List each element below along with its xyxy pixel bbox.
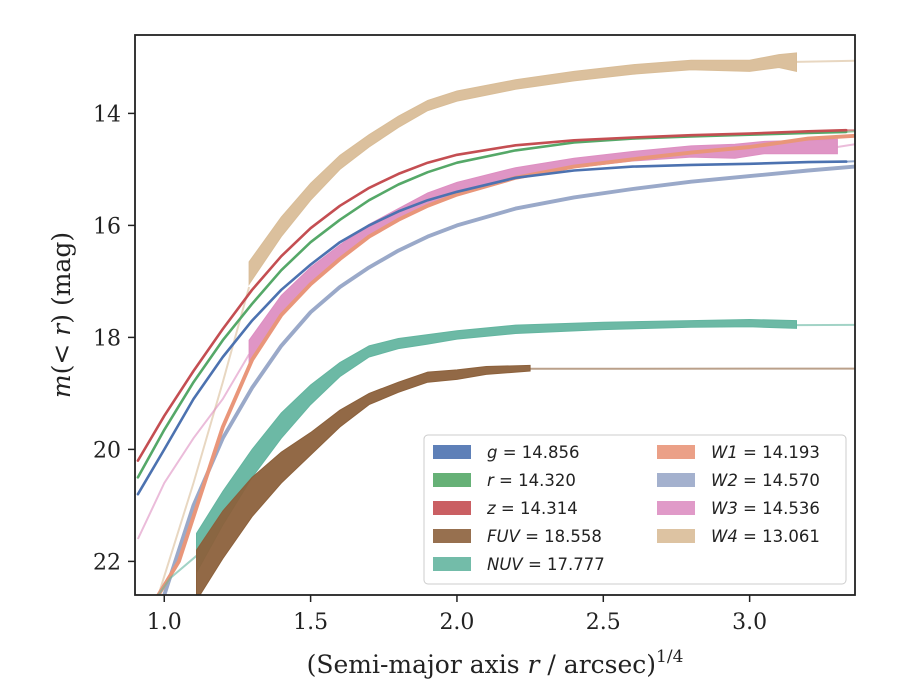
x-axis-ticks: 1.0 1.5 2.0 2.5 3.0 (147, 595, 767, 635)
legend: g = 14.856 r = 14.320 z = 14.314 FUV = 18.5… (423, 434, 847, 585)
legend-entry-g: g = 14.856 (433, 443, 580, 462)
y-tick-label: 14 (93, 102, 121, 127)
legend-label: FUV = 18.558 (487, 527, 602, 546)
y-tick-label: 20 (93, 438, 121, 463)
legend-label: r = 14.320 (487, 471, 576, 490)
series-w4-extension (157, 286, 251, 595)
series-w4-extension-right (796, 59, 855, 63)
legend-entry-w1: W1 = 14.193 (657, 443, 820, 462)
legend-items: g = 14.856 r = 14.320 z = 14.314 FUV = 18.5… (433, 443, 820, 574)
legend-label: g = 14.856 (487, 443, 580, 462)
legend-swatch (433, 445, 471, 459)
legend-swatch (657, 529, 695, 543)
series-w4-band (248, 52, 797, 286)
legend-swatch (433, 473, 471, 487)
legend-entry-w4: W4 = 13.061 (657, 527, 820, 546)
x-tick-label: 1.0 (147, 610, 182, 635)
series-nuv-extension (157, 555, 198, 595)
series-fuv (196, 364, 855, 595)
series-w1 (156, 133, 855, 595)
legend-swatch (433, 501, 471, 515)
series-w1-line (156, 133, 855, 595)
legend-label: W1 = 14.193 (711, 443, 820, 462)
x-tick-label: 2.5 (586, 610, 621, 635)
legend-swatch (433, 529, 471, 543)
legend-swatch (657, 445, 695, 459)
legend-swatch (657, 501, 695, 515)
legend-label: W2 = 14.570 (711, 471, 820, 490)
series-fuv-band (196, 364, 531, 595)
series-z-line (136, 128, 848, 462)
legend-label: z = 14.314 (486, 499, 578, 518)
x-tick-label: 1.5 (293, 610, 328, 635)
y-tick-label: 22 (93, 550, 121, 575)
series-w3-extension-right (837, 143, 855, 148)
series-w2 (162, 164, 855, 595)
legend-frame (423, 434, 847, 585)
series-nuv-band (196, 318, 797, 573)
series-w2-line (162, 164, 855, 595)
series-nuv (157, 318, 855, 595)
x-axis-label: (Semi-major axis r / arcsec)1/4 (307, 647, 684, 679)
legend-label: W3 = 14.536 (711, 499, 820, 518)
legend-entry-w2: W2 = 14.570 (657, 471, 820, 490)
series-z (136, 128, 855, 462)
x-tick-label: 3.0 (732, 610, 767, 635)
legend-label: W4 = 13.061 (711, 527, 820, 546)
legend-label: NUV = 17.777 (487, 555, 605, 574)
legend-entry-z: z = 14.314 (433, 499, 578, 518)
series-w3-extension (136, 353, 250, 540)
legend-entry-fuv: FUV = 18.558 (433, 527, 602, 546)
y-axis-ticks: 14 16 18 20 22 (93, 102, 135, 575)
series-r-extension (846, 130, 855, 133)
plot-frame (134, 34, 856, 596)
series-g-line (136, 160, 848, 496)
series-w4 (157, 52, 855, 595)
y-tick-label: 16 (93, 214, 121, 239)
y-tick-label: 18 (93, 326, 121, 351)
x-tick-label: 2.0 (439, 610, 474, 635)
y-axis-label: m(< r) (mag) (47, 232, 76, 398)
legend-entry-w3: W3 = 14.536 (657, 499, 820, 518)
series-layer (136, 52, 855, 595)
legend-entry-r: r = 14.320 (433, 471, 576, 490)
legend-swatch (657, 473, 695, 487)
legend-entry-nuv: NUV = 17.777 (433, 555, 605, 574)
legend-swatch (433, 557, 471, 571)
series-g (136, 160, 855, 496)
